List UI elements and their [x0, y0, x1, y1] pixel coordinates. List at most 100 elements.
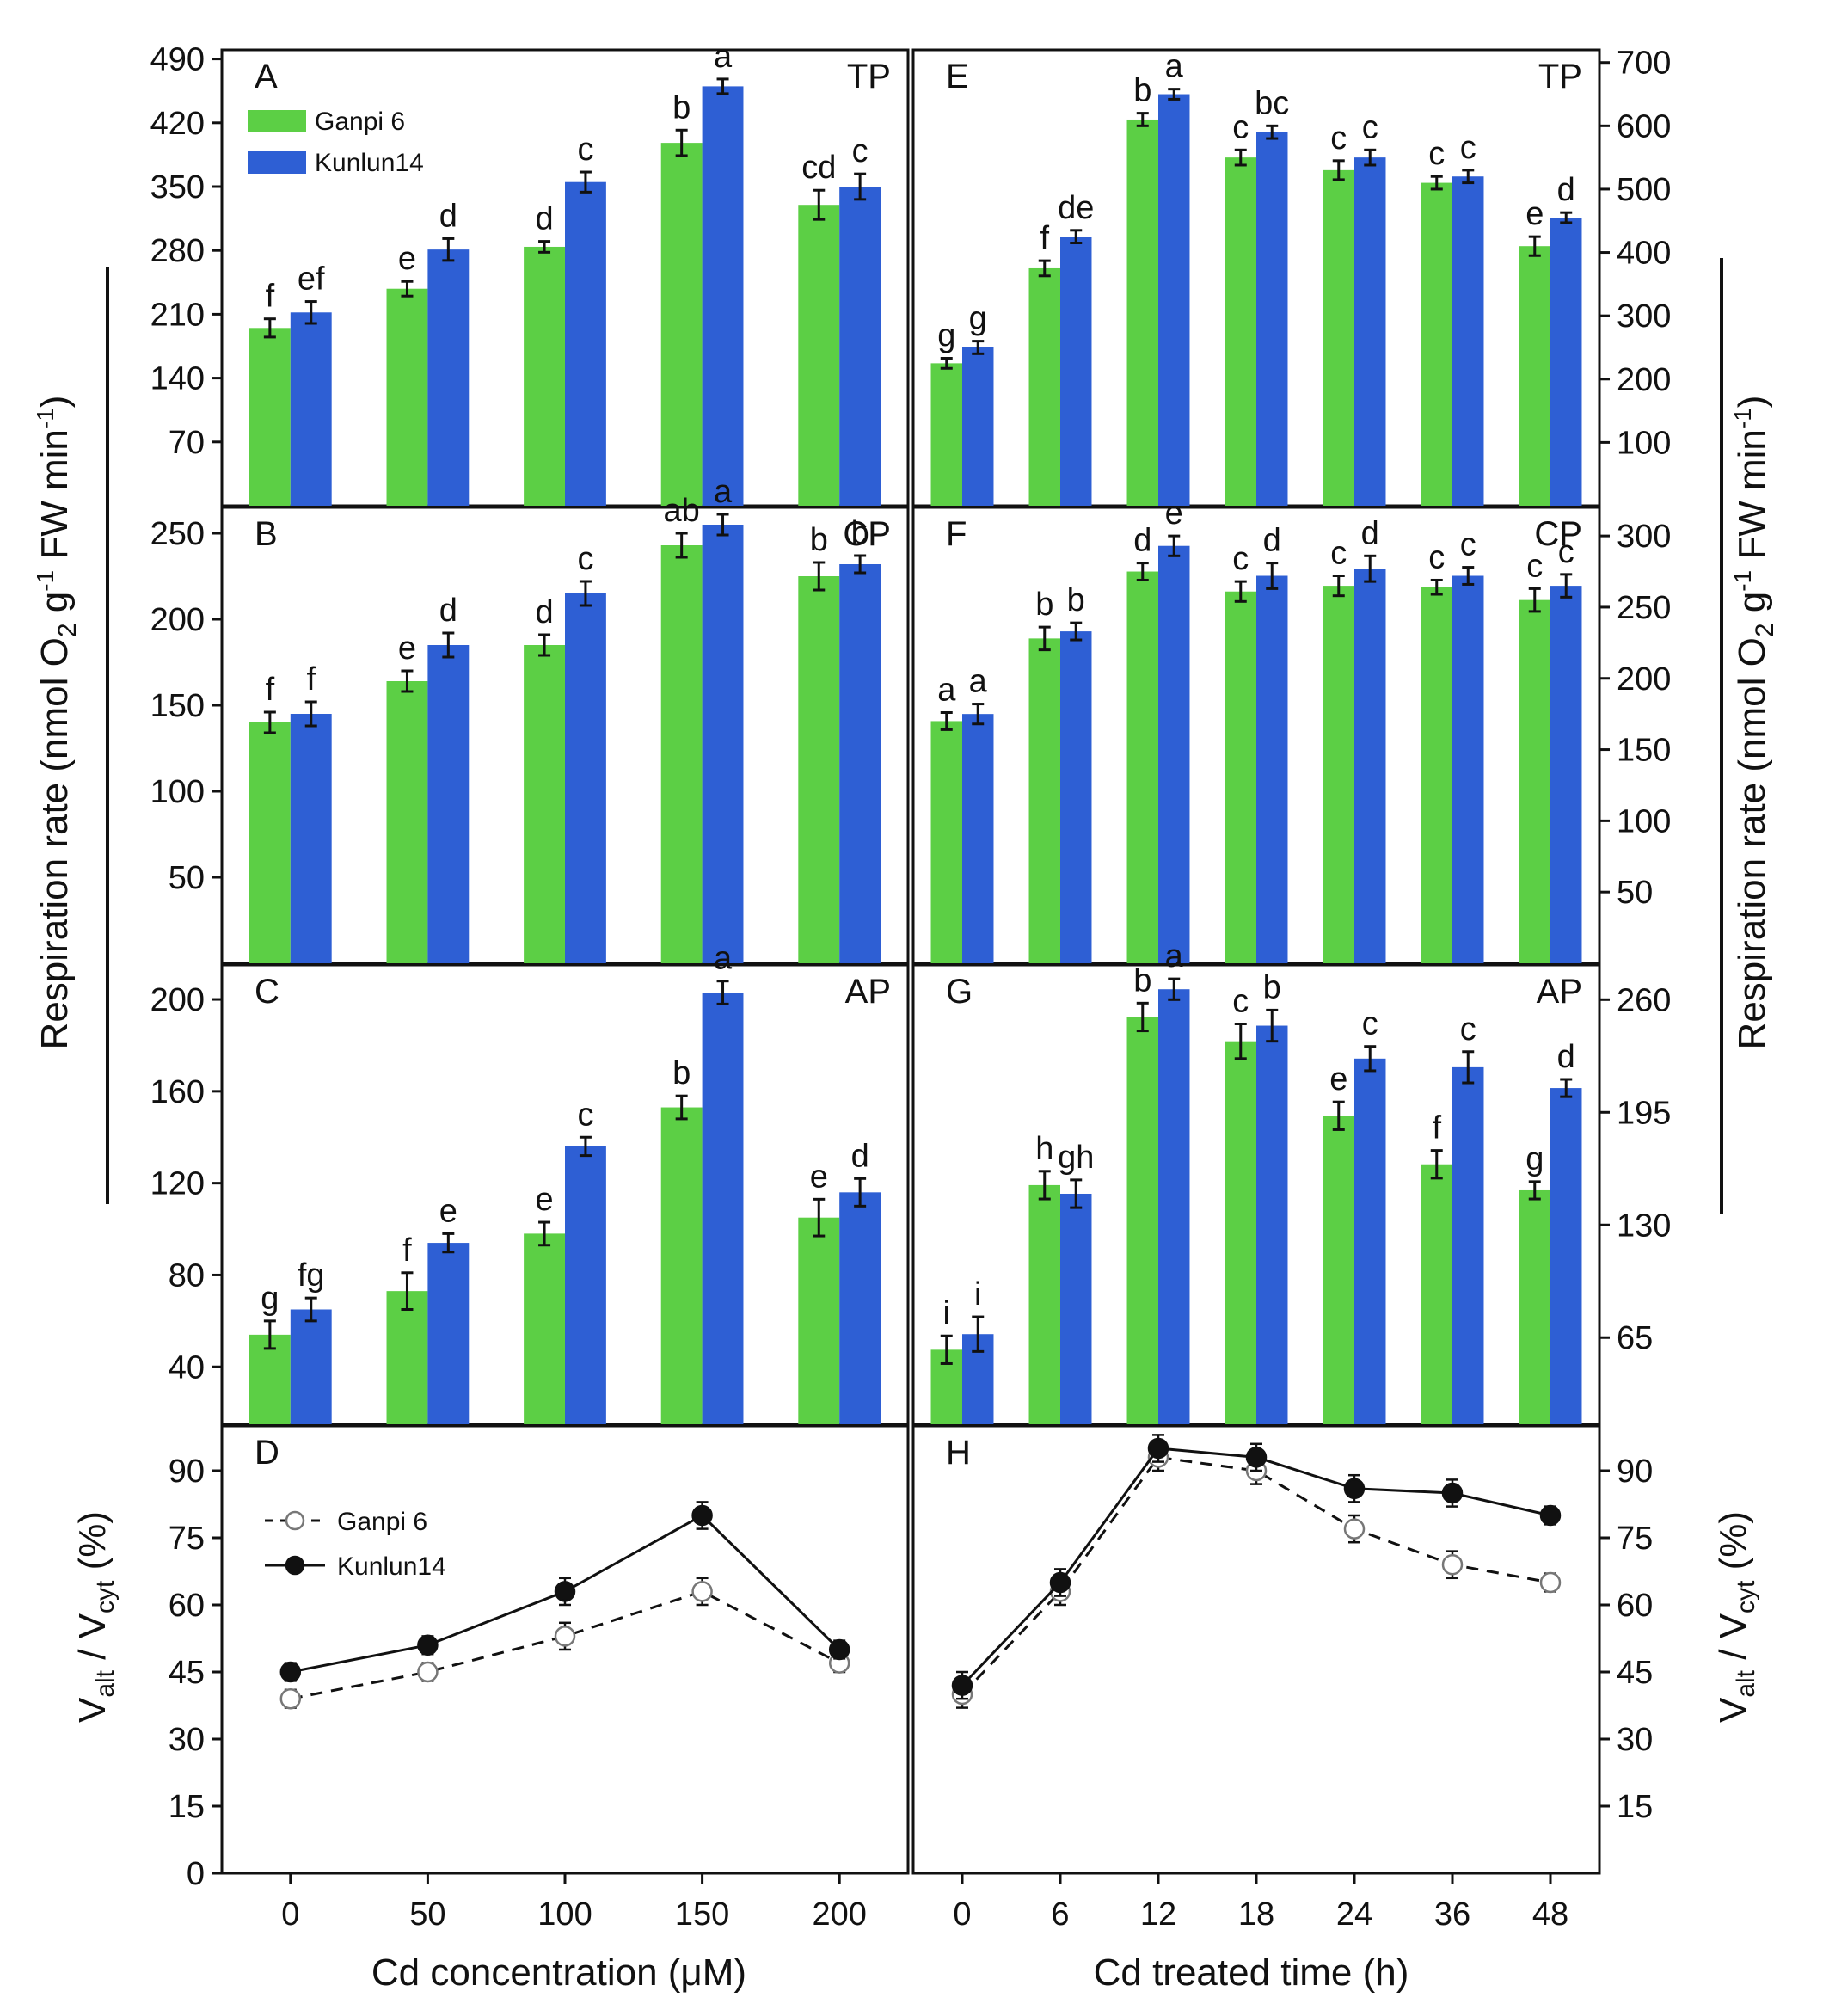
- bar-ganpi: [1421, 1164, 1452, 1424]
- significance-label: e: [1329, 1061, 1347, 1097]
- y-tick-label: 50: [1617, 875, 1653, 911]
- bar-kunlun: [290, 312, 332, 506]
- significance-label: c: [1330, 120, 1347, 157]
- bar-ganpi: [930, 721, 962, 963]
- y-tick-label: 200: [1617, 661, 1671, 698]
- significance-label: d: [1361, 515, 1379, 551]
- panel-letter: G: [946, 973, 973, 1011]
- y-tick-label: 300: [1617, 298, 1671, 335]
- x-axis-title-right: Cd treated time (h): [1094, 1951, 1409, 1994]
- panel-letter: F: [946, 515, 967, 553]
- bar-ganpi: [660, 1107, 703, 1424]
- bar-kunlun: [1158, 94, 1190, 507]
- point-ganpi: [417, 1661, 439, 1683]
- bar-kunlun: [1354, 1058, 1386, 1424]
- y-tick-label: 420: [150, 106, 205, 142]
- x-tick-label: 48: [1532, 1896, 1568, 1933]
- bar-ganpi: [1028, 1184, 1060, 1424]
- legend-entry: Ganpi 6: [315, 108, 405, 136]
- x-tick-label: 50: [409, 1896, 445, 1933]
- y-tick-label: 60: [1617, 1588, 1653, 1624]
- y-tick-label: 200: [150, 982, 205, 1018]
- bar-ganpi: [524, 645, 565, 963]
- panel-letter: A: [255, 58, 278, 95]
- bar-kunlun: [1550, 586, 1582, 963]
- bar-kunlun: [427, 645, 470, 963]
- bar-kunlun: [290, 1309, 332, 1424]
- significance-label: de: [1058, 190, 1094, 226]
- y-tick-label: 200: [1617, 362, 1671, 398]
- significance-label: b: [672, 89, 691, 126]
- bar-kunlun: [427, 249, 470, 506]
- bar-kunlun: [1550, 1088, 1582, 1424]
- legend-entry: Kunlun14: [315, 149, 424, 177]
- significance-label: f: [402, 1232, 412, 1269]
- point-kunlun: [1245, 1447, 1268, 1468]
- bar-kunlun: [1256, 575, 1288, 963]
- bar-ganpi: [1126, 1017, 1158, 1424]
- y-tick-label: 0: [187, 1856, 205, 1892]
- bar-ganpi: [524, 1233, 565, 1424]
- point-kunlun: [691, 1504, 713, 1527]
- bar-ganpi: [1225, 1041, 1256, 1424]
- y-tick-label: 45: [169, 1655, 205, 1691]
- bar-ganpi: [930, 363, 962, 506]
- x-tick-label: 100: [537, 1896, 592, 1933]
- legend-entry: Kunlun14: [337, 1552, 446, 1581]
- significance-label: b: [1035, 587, 1053, 623]
- significance-label: a: [969, 664, 988, 700]
- y-tick-label: 15: [1617, 1789, 1653, 1825]
- y-tick-label: 100: [1617, 425, 1671, 461]
- y-tick-label: 160: [150, 1074, 205, 1110]
- y-tick-label: 300: [1617, 519, 1671, 555]
- bar-ganpi: [1323, 169, 1354, 506]
- bar-kunlun: [702, 993, 744, 1424]
- y-tick-label: 100: [1617, 803, 1671, 839]
- panel-tag: TP: [1538, 58, 1582, 95]
- panel-letter: B: [255, 515, 278, 553]
- point-kunlun: [1343, 1478, 1366, 1500]
- point-kunlun: [1147, 1437, 1169, 1460]
- y-tick-label: 50: [169, 860, 205, 896]
- y-tick-label: 195: [1617, 1095, 1671, 1131]
- legend-marker: [285, 1555, 305, 1576]
- significance-label: c: [1330, 536, 1347, 572]
- panel-tag: CP: [843, 515, 891, 553]
- significance-label: b: [672, 1055, 691, 1091]
- y-tick-label: 490: [150, 42, 205, 78]
- bar-kunlun: [1158, 545, 1190, 963]
- significance-label: d: [535, 201, 553, 237]
- panel-tag: CP: [1534, 515, 1582, 553]
- bar-ganpi: [798, 576, 840, 963]
- significance-label: d: [439, 198, 457, 234]
- y-tick-label: 200: [150, 602, 205, 638]
- significance-label: f: [266, 279, 275, 315]
- significance-label: c: [1232, 541, 1249, 577]
- bar-ganpi: [1028, 267, 1060, 506]
- significance-label: ef: [298, 261, 325, 298]
- significance-label: c: [1362, 1006, 1378, 1042]
- significance-label: c: [852, 133, 869, 169]
- bar-kunlun: [427, 1243, 470, 1424]
- bar-ganpi: [1225, 591, 1256, 963]
- bar-ganpi: [386, 288, 428, 506]
- significance-label: b: [1133, 73, 1151, 109]
- bar-ganpi: [660, 545, 703, 963]
- bar-kunlun: [1256, 1025, 1288, 1424]
- significance-label: cd: [801, 150, 836, 186]
- significance-label: bc: [1255, 85, 1289, 121]
- y-tick-label: 75: [1617, 1521, 1653, 1557]
- x-tick-label: 0: [281, 1896, 299, 1933]
- y-tick-label: 140: [150, 361, 205, 397]
- significance-label: c: [1460, 130, 1476, 166]
- y-tick-label: 400: [1617, 236, 1671, 272]
- significance-label: h: [1035, 1131, 1053, 1167]
- significance-label: gh: [1058, 1140, 1094, 1176]
- y-axis-title-right: Respiration rate (nmol O2 g-1 FW min-1): [1729, 396, 1779, 1050]
- y-tick-label: 45: [1617, 1655, 1653, 1691]
- significance-label: d: [439, 593, 457, 629]
